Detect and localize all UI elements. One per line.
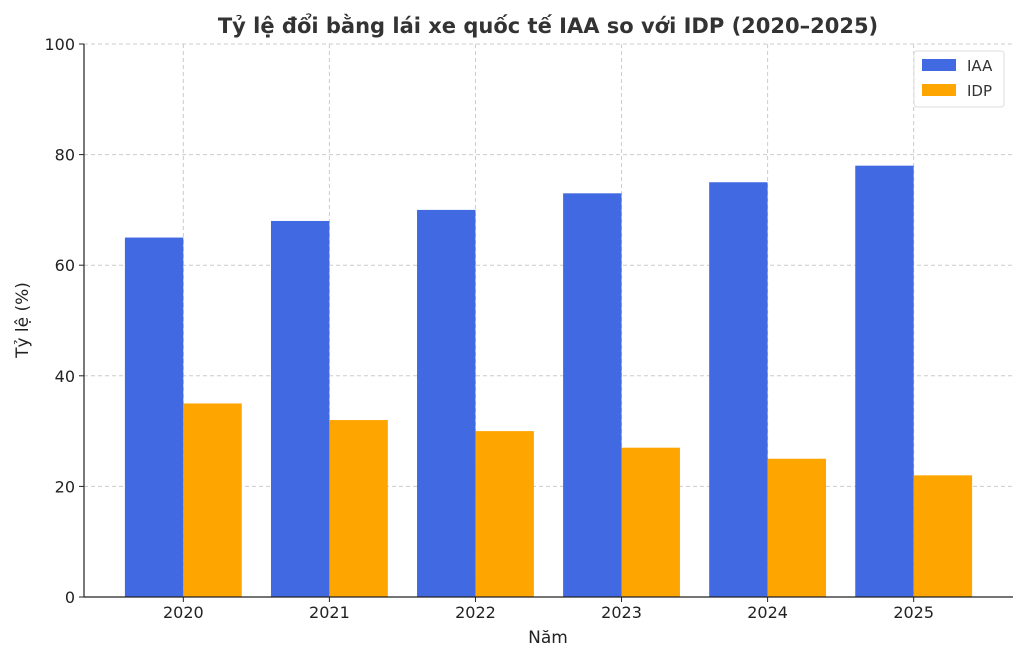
x-tick-label: 2025 <box>893 603 934 622</box>
chart-title: Tỷ lệ đổi bằng lái xe quốc tế IAA so với… <box>218 13 878 38</box>
legend: IAA IDP <box>913 50 1005 108</box>
legend-label-idp: IDP <box>967 82 992 100</box>
bar-iaa-2020 <box>124 237 184 598</box>
bars <box>124 165 973 598</box>
bar-iaa-2024 <box>709 182 768 597</box>
axes: 0 20 40 60 80 100 2020 2021 2022 2023 2024 2025 <box>44 35 1013 622</box>
y-tick-label: 60 <box>55 256 75 275</box>
bar-iaa-2025 <box>855 165 914 597</box>
y-tick-label: 40 <box>55 367 75 386</box>
y-tick-label: 0 <box>65 588 75 607</box>
x-axis-label: Năm <box>528 628 568 648</box>
bar-idp-2020 <box>183 403 242 597</box>
bar-idp-2021 <box>329 420 388 597</box>
y-tick-label: 80 <box>55 146 75 165</box>
bar-iaa-2021 <box>270 220 330 597</box>
legend-swatch-iaa <box>922 59 956 71</box>
bar-idp-2022 <box>475 431 534 597</box>
x-tick-label: 2020 <box>163 603 204 622</box>
x-tick-label: 2022 <box>455 603 496 622</box>
x-tick-label: 2021 <box>309 603 350 622</box>
bar-idp-2023 <box>621 447 680 597</box>
x-tick-label: 2023 <box>601 603 642 622</box>
y-tick-label: 100 <box>44 35 75 54</box>
legend-swatch-idp <box>922 84 956 96</box>
bar-iaa-2023 <box>563 193 622 597</box>
y-axis-label: Tỷ lệ (%) <box>13 282 33 359</box>
y-tick-label: 20 <box>55 477 75 496</box>
x-tick-label: 2024 <box>747 603 788 622</box>
bar-idp-2024 <box>767 458 827 597</box>
bar-iaa-2022 <box>417 209 476 597</box>
bar-idp-2025 <box>913 475 973 597</box>
legend-label-iaa: IAA <box>967 57 993 75</box>
